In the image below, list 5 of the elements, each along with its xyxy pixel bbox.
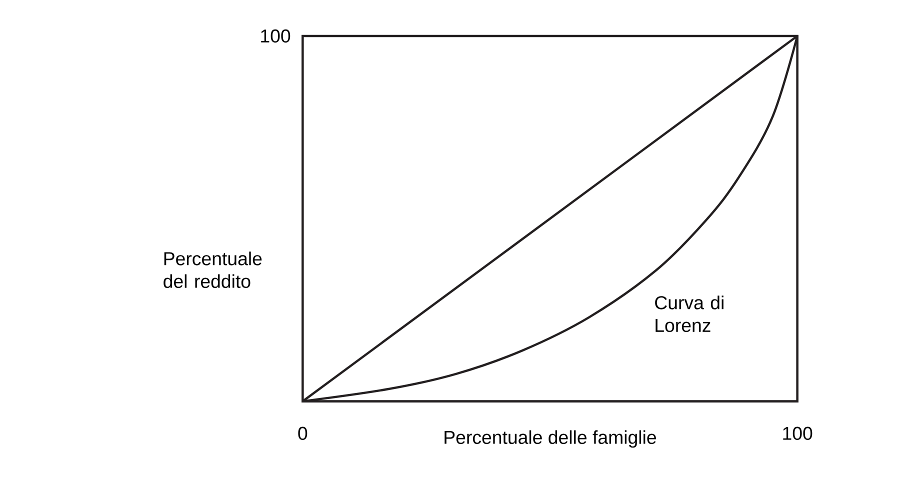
y-axis-title: Percentuale del reddito	[164, 252, 262, 288]
x-tick-label: 0	[298, 426, 308, 440]
x-axis-title: Percentuale delle famiglie	[444, 430, 656, 448]
annotation: Curva di Lorenz	[655, 296, 724, 332]
text: 100	[261, 29, 290, 43]
